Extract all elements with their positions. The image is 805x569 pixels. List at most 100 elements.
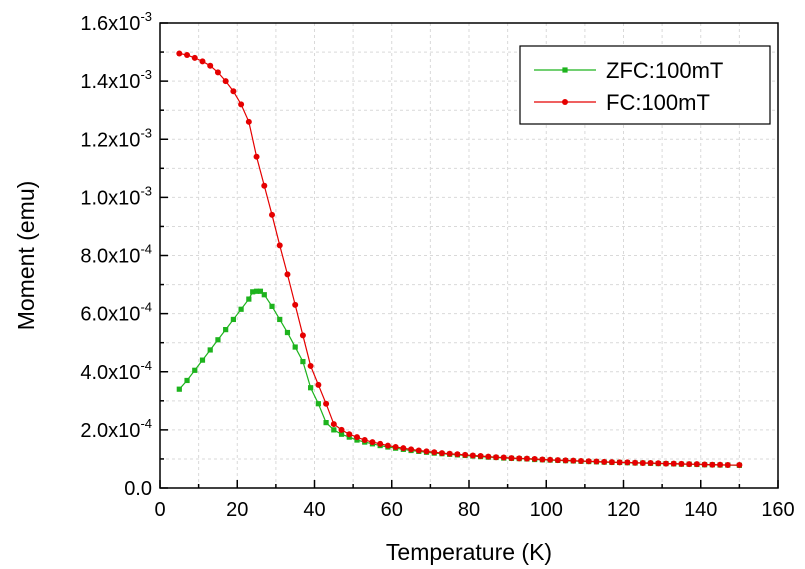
data-point <box>578 457 585 464</box>
data-point <box>701 461 708 468</box>
legend-entry: ZFC:100mT <box>534 58 723 83</box>
y-tick-label: 6.0x10-4 <box>80 300 152 326</box>
data-point <box>253 288 260 294</box>
legend-label: ZFC:100mT <box>606 58 723 83</box>
data-point <box>508 455 515 462</box>
data-point <box>207 62 214 69</box>
legend-label: FC:100mT <box>606 90 710 115</box>
y-tick-label: 1.2x10-3 <box>80 125 152 151</box>
legend-entry: FC:100mT <box>534 90 710 115</box>
legend-box <box>519 45 771 125</box>
data-point <box>493 454 500 461</box>
x-axis-label: Temperature (K) <box>386 539 552 565</box>
data-point <box>300 358 306 365</box>
data-point <box>330 421 337 428</box>
y-tick-label: 0.0 <box>124 478 152 500</box>
legend-items: ZFC:100mT FC:100mT <box>534 58 723 115</box>
data-point <box>184 51 191 58</box>
data-point <box>531 455 538 462</box>
data-point <box>709 461 716 468</box>
data-point <box>257 288 264 294</box>
data-point <box>207 347 213 353</box>
data-point <box>323 400 330 407</box>
series-fc-100mt <box>176 50 743 469</box>
legend: ZFC:100mT FC:100mT <box>519 45 771 125</box>
data-point <box>431 449 438 456</box>
data-point <box>462 451 469 458</box>
y-tick-labels: 0.0 2.0x10-4 4.0x10-4 6.0x10-4 8.0x10-4 1.0x1… <box>80 9 152 500</box>
series-zfc-100mt <box>176 288 742 468</box>
data-point <box>647 460 654 467</box>
data-point <box>292 344 298 350</box>
series-line <box>178 290 740 466</box>
data-point <box>192 367 198 373</box>
data-point <box>415 447 422 454</box>
data-point <box>214 69 221 76</box>
data-point <box>199 357 206 363</box>
data-point <box>539 456 546 463</box>
y-tick-label: 1.4x10-3 <box>80 67 152 93</box>
data-point <box>253 153 260 160</box>
data-point <box>547 456 554 463</box>
data-point <box>176 50 183 57</box>
data-point <box>678 460 685 467</box>
data-point <box>593 458 600 465</box>
y-tick-label: 8.0x10-4 <box>80 242 152 268</box>
data-point <box>686 461 693 468</box>
data-point <box>277 316 283 323</box>
data-point <box>331 427 337 433</box>
data-point <box>222 78 229 85</box>
data-point <box>446 450 453 457</box>
data-point <box>655 460 662 467</box>
data-point <box>269 303 275 309</box>
data-point <box>485 453 492 460</box>
data-point <box>245 118 252 125</box>
data-point <box>662 460 669 467</box>
x-tick-label: 120 <box>607 499 640 521</box>
data-point <box>261 182 268 189</box>
data-point <box>315 401 321 407</box>
data-point <box>238 101 245 108</box>
data-point <box>346 431 353 438</box>
data-point <box>562 457 569 464</box>
data-point <box>384 442 391 449</box>
y-tick-label: 4.0x10-4 <box>80 358 152 384</box>
y-tick-label: 1.6x10-3 <box>80 9 152 35</box>
y-axis-label: Moment (emu) <box>13 181 39 331</box>
data-point <box>523 455 530 462</box>
data-point <box>176 386 182 392</box>
data-point <box>670 460 677 467</box>
data-point <box>369 439 376 446</box>
data-point <box>516 455 523 462</box>
data-point <box>276 242 283 249</box>
data-point <box>570 457 577 464</box>
data-point <box>338 431 345 437</box>
data-point <box>554 457 561 464</box>
grid <box>160 23 778 488</box>
data-point <box>184 377 190 384</box>
x-tick-label: 20 <box>226 499 248 521</box>
data-point <box>230 88 237 95</box>
legend-marker <box>562 67 568 73</box>
data-point <box>477 453 484 460</box>
data-point <box>608 459 615 466</box>
data-point <box>639 460 646 467</box>
data-point <box>361 437 368 444</box>
x-tick-label: 0 <box>154 499 165 521</box>
data-point <box>392 444 399 451</box>
data-point <box>323 420 329 426</box>
data-point <box>500 454 507 461</box>
x-tick-label: 40 <box>303 499 325 521</box>
x-tick-label: 60 <box>381 499 403 521</box>
y-tick-label: 1.0x10-3 <box>80 183 152 209</box>
data-point <box>400 445 407 452</box>
data-point <box>454 451 461 458</box>
data-point <box>223 327 229 333</box>
tick-marks <box>159 22 779 489</box>
data-point <box>601 458 608 465</box>
data-point <box>338 426 345 433</box>
data-point <box>261 292 267 298</box>
data-point <box>292 301 299 308</box>
legend-marker <box>562 99 568 105</box>
